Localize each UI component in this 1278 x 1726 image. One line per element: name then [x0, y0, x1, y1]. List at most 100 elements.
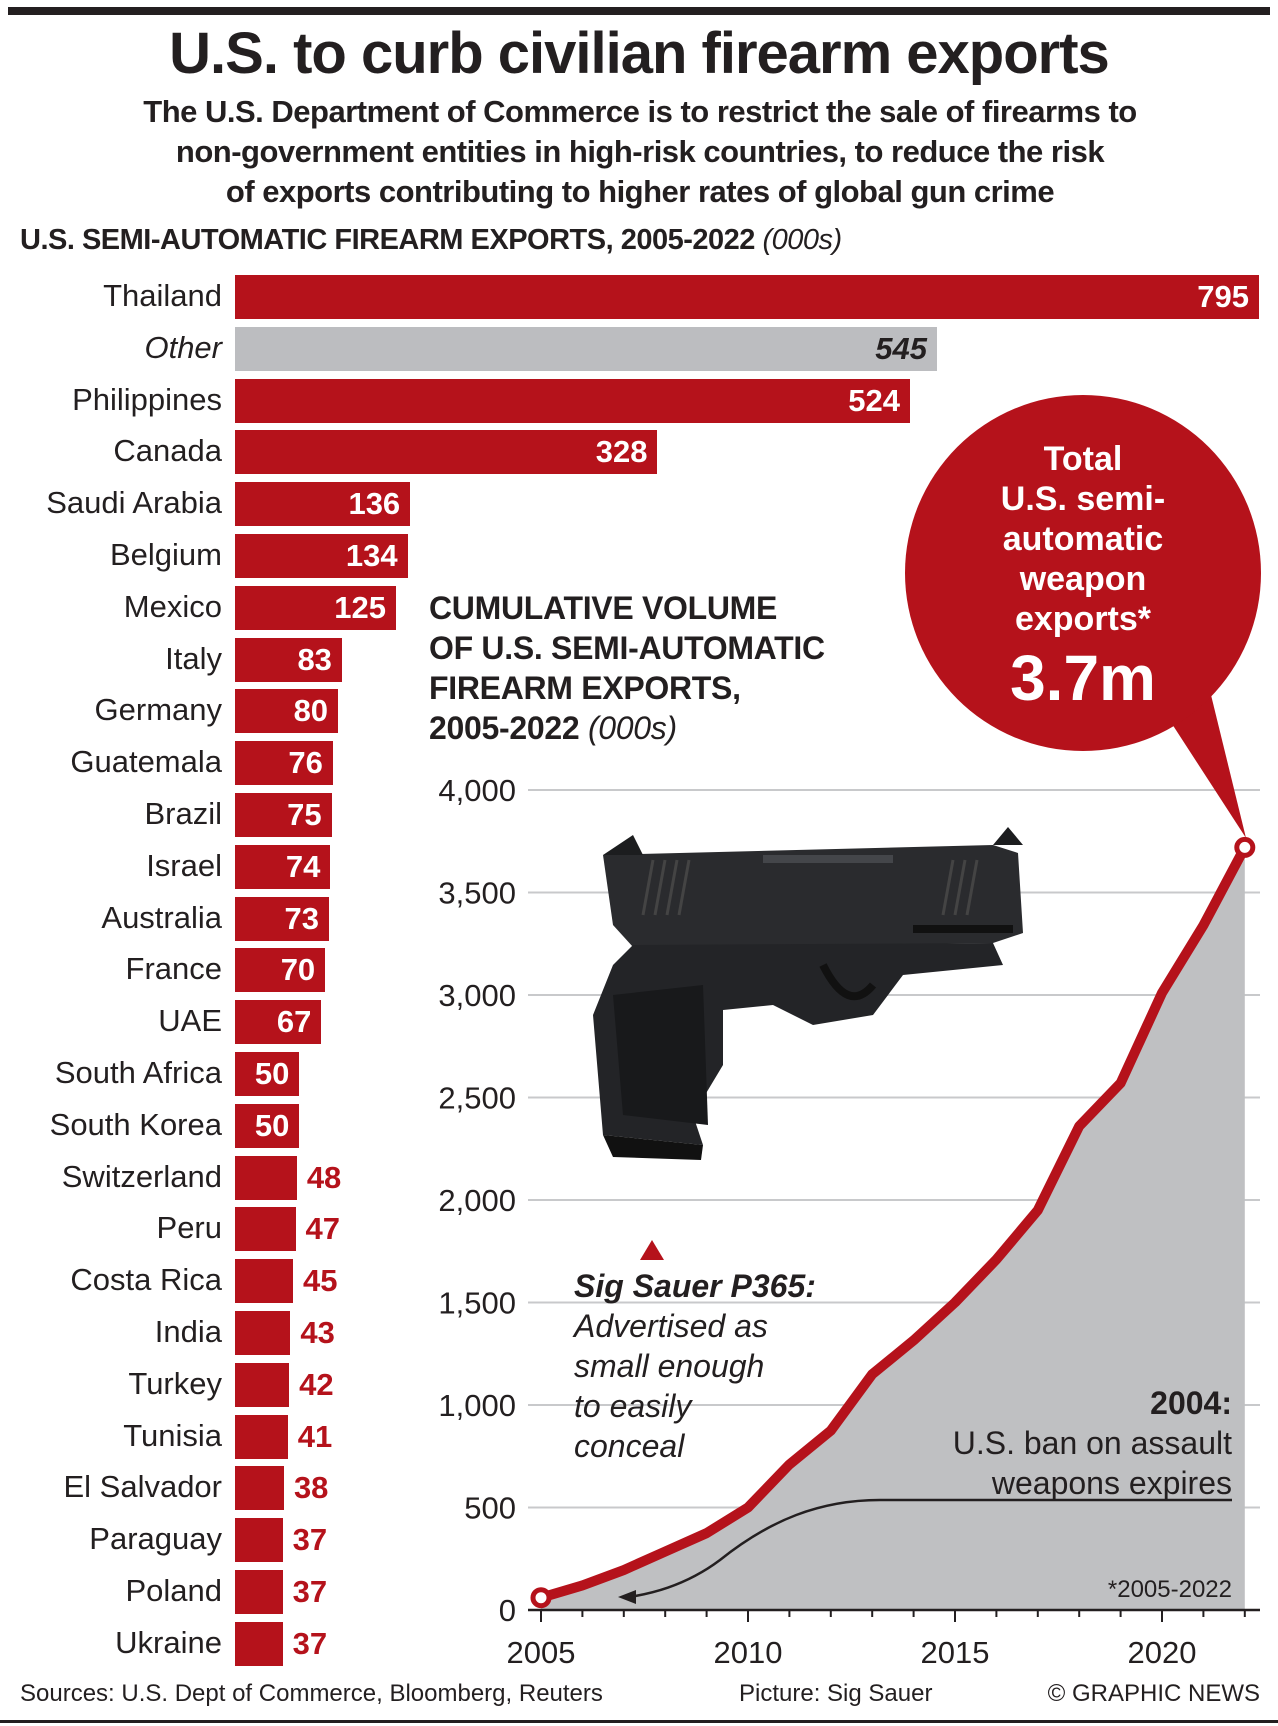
bar-label: Ukraine [115, 1624, 222, 1660]
bar [235, 793, 332, 837]
bar-label: Italy [165, 640, 222, 676]
x-tick-label: 2010 [714, 1635, 783, 1670]
gun-caption-line: to easily [574, 1388, 693, 1424]
bar [235, 844, 331, 889]
y-tick-label: 3,000 [438, 978, 516, 1013]
bar [235, 1103, 300, 1148]
bubble-line: weapon [1019, 560, 1147, 598]
endpoint-marker [530, 1587, 552, 1609]
bar-value: 43 [300, 1315, 335, 1350]
y-tick-label: 500 [464, 1491, 516, 1526]
bar-value: 45 [302, 1263, 338, 1299]
bar [235, 585, 396, 630]
picture-credit: Picture: Sig Sauer [739, 1680, 933, 1707]
bar-label: Israel [146, 847, 222, 883]
bar-value: 75 [287, 797, 322, 832]
bar-value: 328 [595, 434, 648, 470]
bar-label: South Africa [54, 1055, 222, 1090]
bar-label: Australia [101, 899, 222, 935]
bar-value: 37 [292, 1625, 328, 1661]
bar-value: 125 [334, 589, 387, 625]
y-tick-label: 3,500 [438, 876, 516, 911]
bar [235, 1311, 291, 1355]
bar-label: South Korea [49, 1106, 222, 1142]
arrow-head-icon [618, 1590, 636, 1604]
bar-label: Peru [156, 1210, 222, 1246]
bar-label: Canada [113, 433, 222, 469]
gun-caption-line: small enough [574, 1348, 764, 1384]
subtitle: The U.S. Department of Commerce is to re… [60, 92, 1220, 212]
bar-value: 50 [254, 1107, 290, 1143]
bar-value: 545 [875, 330, 927, 366]
y-tick-label: 0 [499, 1593, 516, 1628]
bubble-value: 3.7m [1010, 642, 1156, 714]
total-bubble [905, 395, 1261, 751]
subtitle-line: of exports contributing to higher rates … [225, 174, 1055, 209]
y-tick-label: 1,000 [438, 1388, 516, 1423]
bar-label: India [154, 1314, 222, 1349]
bar [235, 1466, 284, 1511]
bar-value: 76 [288, 745, 323, 781]
area-chart-title-line: FIREARM EXPORTS, [429, 670, 741, 706]
y-tick-label: 1,500 [438, 1286, 516, 1321]
footnote: *2005-2022 [1108, 1576, 1232, 1603]
pointer-triangle-icon [640, 1240, 664, 1260]
sources: Sources: U.S. Dept of Commerce, Bloomber… [20, 1680, 603, 1707]
bar [235, 896, 330, 941]
bar-value: 134 [345, 538, 398, 573]
area-fill [541, 847, 1245, 1610]
bar-label: Mexico [123, 588, 222, 624]
bar-label: France [125, 951, 222, 987]
area-chart-title-line: OF U.S. SEMI-AUTOMATIC [429, 630, 825, 666]
bar-value: 80 [293, 693, 329, 729]
bar [235, 1259, 293, 1304]
bar-label: El Salvador [63, 1469, 222, 1505]
subtitle-line: non-government entities in high-risk cou… [175, 134, 1105, 169]
area-chart-title: CUMULATIVE VOLUME OF U.S. SEMI-AUTOMATIC… [429, 588, 825, 748]
bar-label: Brazil [144, 796, 222, 831]
bar-label: Other [144, 329, 222, 365]
bubble-line: automatic [1003, 520, 1164, 558]
bar-value: 73 [284, 900, 320, 936]
bar-label: Saudi Arabia [46, 485, 222, 521]
bar-value: 38 [293, 1470, 329, 1506]
bar [235, 1621, 283, 1666]
bar [235, 689, 339, 734]
area-chart-unit: (000s) [587, 710, 677, 746]
ban-caption-line: weapons expires [991, 1465, 1232, 1501]
ban-caption-line: U.S. ban on assault [953, 1425, 1232, 1461]
bar [235, 1362, 290, 1407]
bar [235, 741, 333, 786]
bar-label: Germany [94, 692, 222, 728]
bar-label: Costa Rica [70, 1262, 222, 1298]
bubble-line: U.S. semi- [1001, 480, 1165, 518]
bar-chart-title-text: U.S. SEMI-AUTOMATIC FIREARM EXPORTS, 200… [20, 224, 755, 256]
bar [235, 637, 342, 682]
bar [235, 1414, 288, 1459]
bar-value: 48 [306, 1159, 342, 1195]
bar-label: Belgium [110, 537, 222, 572]
area-chart-title-line: CUMULATIVE VOLUME [429, 590, 778, 626]
bar-label: Philippines [72, 381, 222, 417]
bar-chart-unit: (000s) [762, 224, 842, 256]
pistol-picture [593, 827, 1023, 1160]
y-tick-label: 4,000 [438, 773, 516, 808]
endpoint-marker [1234, 836, 1256, 858]
footer: Sources: U.S. Dept of Commerce, Bloomber… [20, 1680, 1260, 1716]
bar-value: 37 [292, 1522, 328, 1558]
bar-label: Guatemala [70, 744, 222, 780]
bubble-line: Total [1044, 440, 1123, 478]
bar-value: 795 [1197, 279, 1249, 314]
copyright: © GRAPHIC NEWS [1047, 1680, 1260, 1707]
bar-value: 67 [276, 1004, 312, 1040]
bar-value: 136 [348, 486, 401, 522]
gun-title: Sig Sauer P365: [574, 1268, 816, 1304]
bar-label: Switzerland [61, 1158, 222, 1194]
bar [235, 430, 658, 475]
bar-value: 70 [280, 952, 316, 988]
bar-value: 42 [299, 1366, 334, 1402]
bar [235, 1518, 283, 1563]
bar-value: 50 [254, 1056, 290, 1091]
ban-connector-line [629, 1498, 1232, 1599]
